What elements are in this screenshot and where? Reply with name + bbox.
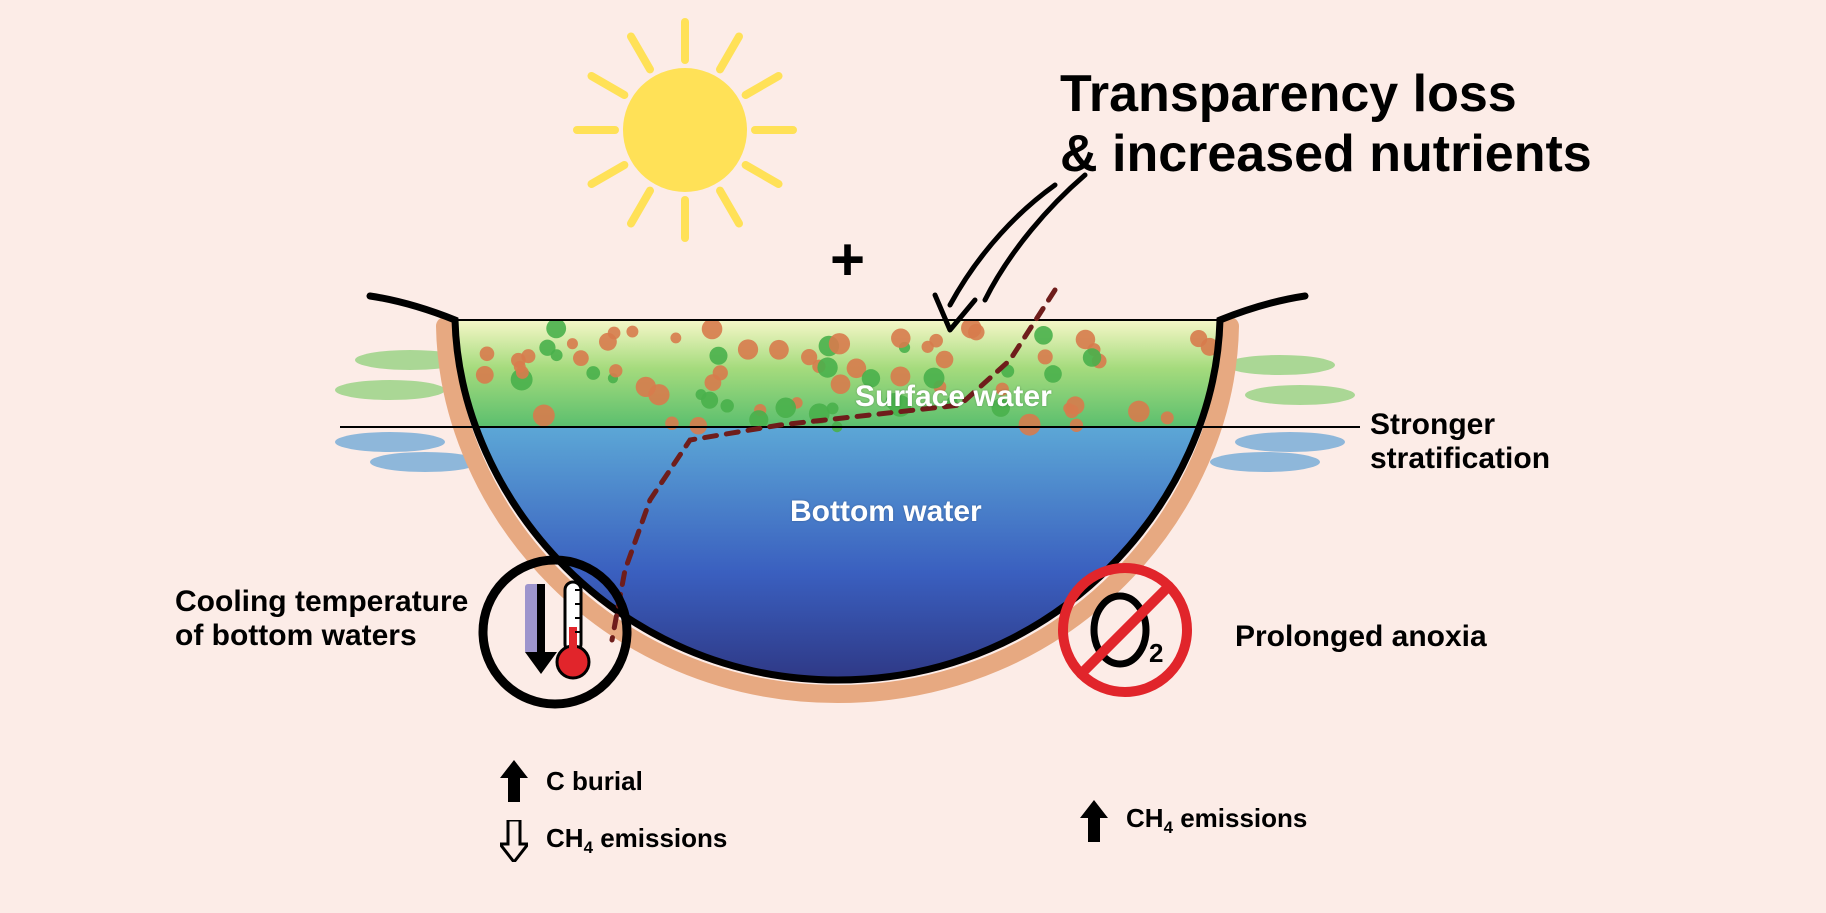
indicator-row-2: CH4 emissions xyxy=(1080,800,1307,842)
indicator-text: C burial xyxy=(546,766,643,797)
headline-text: Transparency loss & increased nutrients xyxy=(1060,65,1592,185)
sun-icon xyxy=(577,22,793,238)
indicator-row-0: C burial xyxy=(500,760,643,802)
diagram-stage: 2 Transparency loss & increased nutrient… xyxy=(0,0,1826,913)
indicator-text: CH4 emissions xyxy=(546,823,727,858)
indicator-text: CH4 emissions xyxy=(1126,803,1307,838)
anoxia-label: Prolonged anoxia xyxy=(1235,620,1487,654)
arrow-up-icon xyxy=(500,760,528,802)
no-oxygen-icon: 2 xyxy=(1063,568,1187,692)
arrow-up-icon xyxy=(1080,800,1108,842)
headline-line2: & increased nutrients xyxy=(1060,125,1592,183)
stratification-label: Stronger stratification xyxy=(1370,408,1550,476)
plus-symbol: + xyxy=(830,225,865,294)
bottom-water-label: Bottom water xyxy=(790,495,982,529)
indicator-row-1: CH4 emissions xyxy=(500,820,727,862)
headline-pointer-arrow xyxy=(935,175,1085,330)
headline-line1: Transparency loss xyxy=(1060,65,1517,123)
cooling-label: Cooling temperature of bottom waters xyxy=(175,585,468,653)
surface-water-label: Surface water xyxy=(855,380,1052,414)
svg-text:2: 2 xyxy=(1149,638,1163,668)
arrow-down-icon xyxy=(500,820,528,862)
